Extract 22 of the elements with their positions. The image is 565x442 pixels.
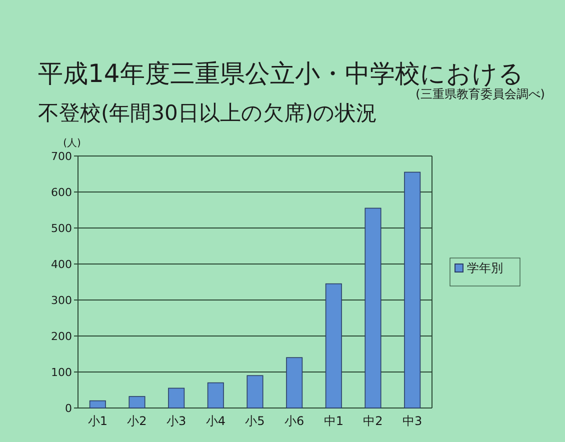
x-tick-label: 小6 (284, 414, 304, 428)
y-tick-label: 400 (51, 258, 72, 271)
y-tick-label: 0 (65, 402, 72, 415)
x-tick-label: 小2 (127, 414, 147, 428)
y-tick-label: 100 (51, 366, 72, 379)
legend-label: 学年別 (467, 261, 503, 275)
x-tick-label: 小5 (245, 414, 265, 428)
y-tick-label: 200 (51, 330, 72, 343)
title: 平成14年度三重県公立小・中学校における (38, 59, 524, 88)
y-tick-label: 300 (51, 294, 72, 307)
x-tick-label: 中3 (402, 414, 422, 428)
y-tick-label: 600 (51, 186, 72, 199)
x-tick-label: 中1 (324, 414, 344, 428)
x-tick-label: 小3 (166, 414, 186, 428)
annotation: (三重県教育委員会調べ) (416, 87, 545, 101)
subtitle: 不登校(年間30日以上の欠席)の状況 (38, 101, 378, 125)
y-axis-title: (人) (63, 138, 81, 149)
y-tick-label: 700 (51, 150, 72, 163)
y-tick-label: 500 (51, 222, 72, 235)
x-tick-label: 中2 (363, 414, 383, 428)
x-tick-label: 小1 (88, 414, 108, 428)
x-tick-label: 小4 (206, 414, 226, 428)
